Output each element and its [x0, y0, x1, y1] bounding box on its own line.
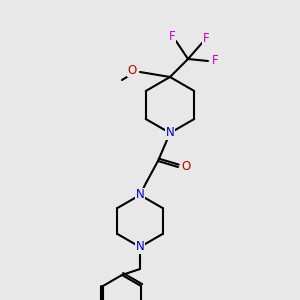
Text: N: N: [166, 127, 174, 140]
Text: O: O: [128, 64, 136, 76]
Text: F: F: [212, 55, 218, 68]
Text: N: N: [136, 241, 144, 254]
Text: F: F: [203, 32, 209, 46]
Text: F: F: [169, 31, 175, 44]
Text: N: N: [136, 188, 144, 202]
Text: O: O: [182, 160, 190, 173]
